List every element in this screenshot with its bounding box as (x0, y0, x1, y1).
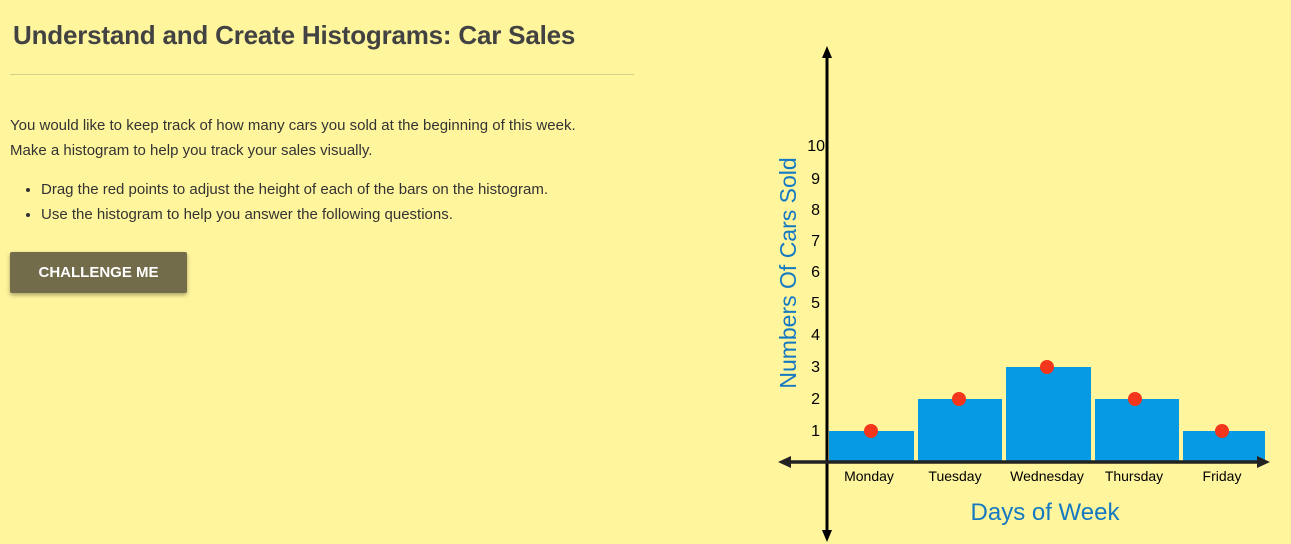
drag-point-tuesday[interactable] (952, 392, 966, 406)
x-tick: Friday (1203, 468, 1242, 484)
y-tick: 10 (807, 138, 825, 155)
y-axis (822, 46, 832, 542)
instruction-item: Use the histogram to help you answer the… (41, 202, 548, 227)
x-axis-title: Days of Week (971, 499, 1121, 526)
y-tick: 2 (811, 391, 820, 408)
y-tick: 6 (811, 264, 820, 281)
arrow-down-icon (822, 530, 832, 542)
instruction-list: Drag the red points to adjust the height… (10, 177, 548, 227)
bar-wednesday (1006, 367, 1091, 462)
page-title: Understand and Create Histograms: Car Sa… (13, 20, 576, 50)
x-axis (778, 456, 1270, 468)
y-axis-title: Numbers Of Cars Sold (775, 157, 801, 388)
x-tick: Tuesday (928, 468, 981, 484)
arrow-left-icon (778, 456, 791, 468)
bars (829, 367, 1265, 462)
bar-tuesday (918, 399, 1002, 462)
drag-point-monday[interactable] (864, 424, 878, 438)
intro-line-1: You would like to keep track of how many… (10, 117, 576, 134)
y-tick: 4 (811, 327, 820, 344)
y-tick: 7 (811, 233, 820, 250)
x-tick: Monday (844, 468, 894, 484)
drag-point-wednesday[interactable] (1040, 360, 1054, 374)
y-tick: 9 (811, 171, 820, 188)
y-tick: 1 (811, 423, 820, 440)
drag-point-thursday[interactable] (1128, 392, 1142, 406)
bar-thursday (1095, 399, 1179, 462)
x-tick-labels: Monday Tuesday Wednesday Thursday Friday (844, 468, 1241, 484)
arrow-right-icon (1257, 456, 1270, 468)
drag-point-friday[interactable] (1215, 424, 1229, 438)
challenge-me-button[interactable]: CHALLENGE ME (10, 252, 187, 293)
intro-line-2: Make a histogram to help you track your … (10, 142, 373, 159)
x-tick: Wednesday (1010, 468, 1084, 484)
intro-text: You would like to keep track of how many… (10, 113, 650, 163)
y-tick-labels: 1 2 3 4 5 6 7 8 9 10 (807, 138, 825, 440)
x-tick: Thursday (1105, 468, 1163, 484)
arrow-up-icon (822, 46, 832, 58)
y-tick: 8 (811, 202, 820, 219)
y-tick: 3 (811, 359, 820, 376)
drag-points (864, 360, 1229, 438)
y-tick: 5 (811, 295, 820, 312)
instruction-item: Drag the red points to adjust the height… (41, 177, 548, 202)
title-divider (10, 74, 634, 75)
